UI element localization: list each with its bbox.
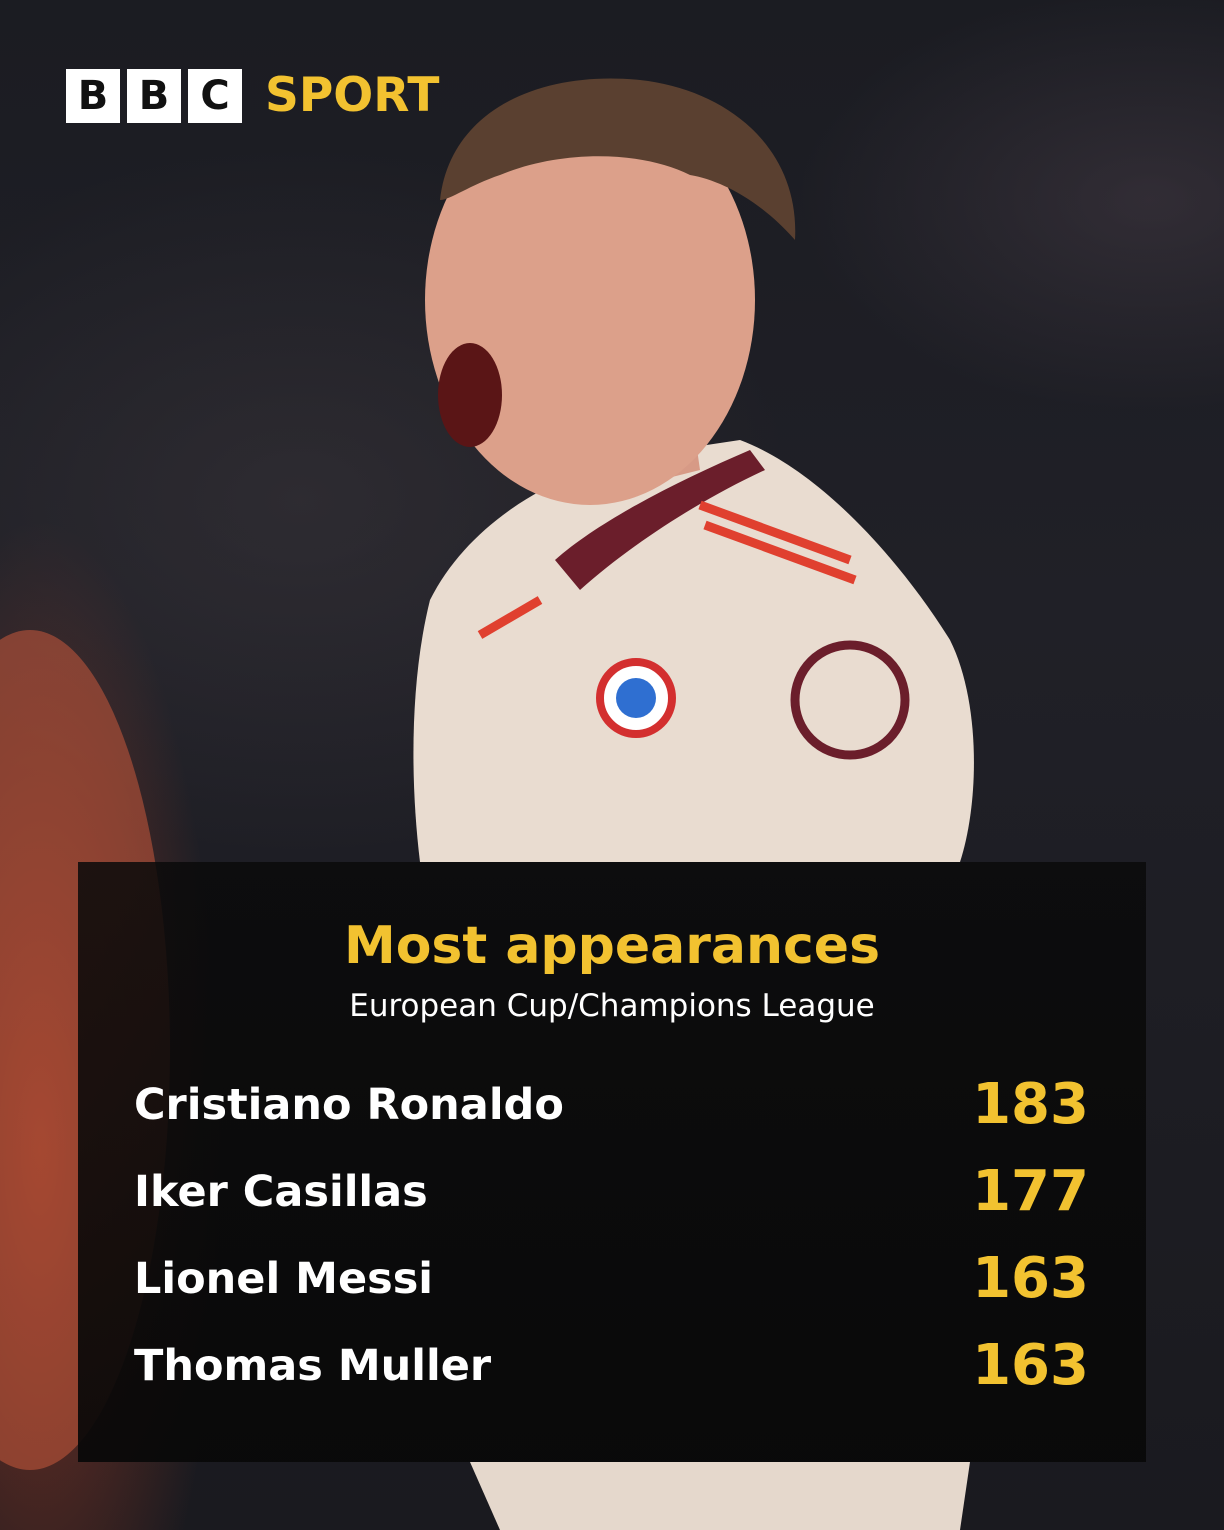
appearances-value: 177 [972,1159,1089,1224]
bbc-sport-logo: B B C SPORT [66,68,439,123]
chart-subtitle: European Cup/Champions League [349,988,875,1024]
logo-sport-text: SPORT [265,68,440,123]
table-row: Thomas Muller 163 [134,1333,1089,1420]
logo-letter-c: C [188,68,242,123]
table-row: Lionel Messi 163 [134,1246,1089,1333]
appearances-value: 183 [972,1072,1089,1137]
logo-letter-b2: B [127,68,181,123]
player-name: Cristiano Ronaldo [134,1080,564,1130]
appearances-table: Cristiano Ronaldo 183 Iker Casillas 177 Lion… [134,1072,1089,1420]
chart-title: Most appearances [343,916,881,976]
player-name: Lionel Messi [134,1254,434,1304]
table-row: Cristiano Ronaldo 183 [134,1072,1089,1159]
appearances-value: 163 [972,1333,1089,1398]
player-name: Thomas Muller [134,1341,492,1391]
logo-letter-b1: B [66,68,120,123]
stats-panel [78,862,1146,1462]
table-row: Iker Casillas 177 [134,1159,1089,1246]
appearances-value: 163 [972,1246,1089,1311]
player-name: Iker Casillas [134,1167,428,1217]
